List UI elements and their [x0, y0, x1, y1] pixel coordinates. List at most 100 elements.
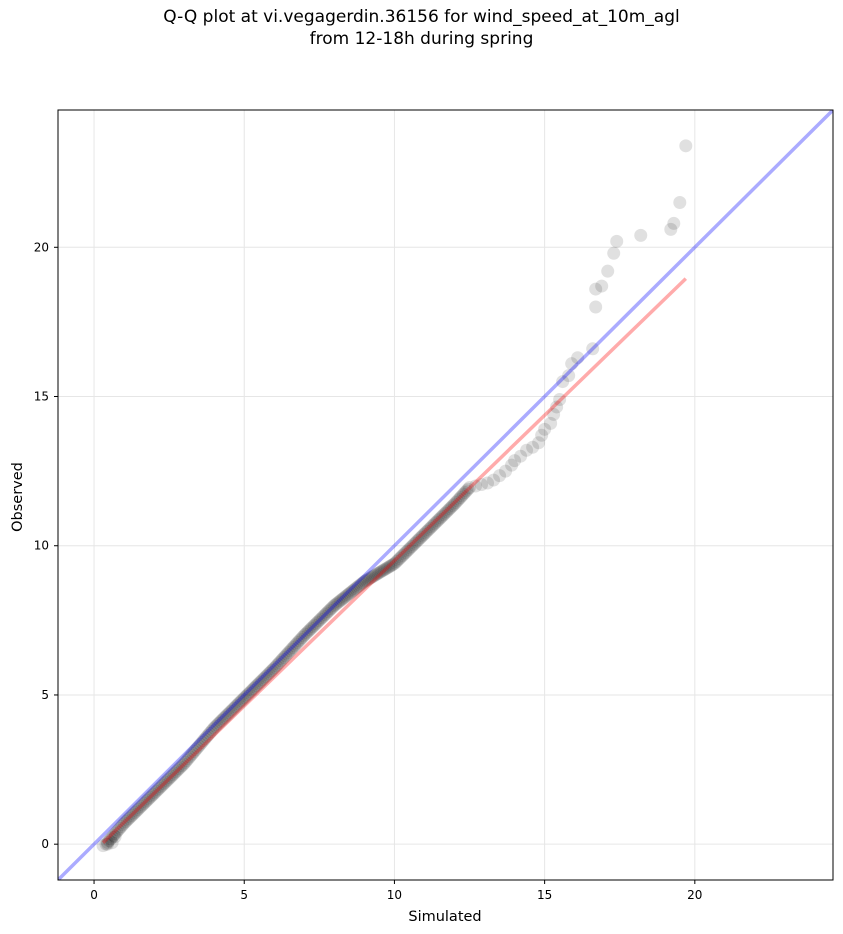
qq-point [303, 623, 317, 637]
grid-lines [58, 110, 833, 880]
qq-point [236, 692, 250, 706]
qq-point [198, 732, 212, 746]
qq-point [586, 342, 600, 356]
qq-point [317, 609, 331, 623]
qq-point [289, 637, 303, 651]
qq-point [120, 813, 134, 827]
qq-point [263, 665, 277, 679]
qq-point [157, 777, 171, 791]
qq-point [571, 351, 585, 365]
qq-point [101, 835, 115, 849]
qq-point [370, 567, 384, 581]
qq-point [125, 809, 139, 823]
qq-point [376, 564, 390, 578]
qq-point [415, 529, 429, 543]
qq-point [259, 670, 273, 684]
qq-point [199, 730, 213, 744]
chart-title: Q-Q plot at vi.vegagerdin.36156 for wind… [0, 6, 843, 50]
qq-point [104, 832, 118, 846]
qq-point [589, 300, 603, 314]
qq-point [386, 557, 400, 571]
qq-point [180, 754, 194, 768]
qq-point [399, 545, 413, 559]
qq-point [403, 541, 417, 555]
qq-point [373, 565, 387, 579]
qq-point [254, 674, 268, 688]
one-to-one-line [58, 110, 833, 880]
qq-point [240, 688, 254, 702]
qq-point [297, 629, 311, 643]
qq-point [101, 837, 115, 851]
qq-point [274, 654, 288, 668]
qq-point [222, 706, 236, 720]
qq-point [279, 649, 293, 663]
qq-point [408, 536, 422, 550]
qq-point [96, 839, 110, 853]
qq-point [565, 357, 579, 371]
qq-point [129, 804, 143, 818]
qq-point [140, 793, 154, 807]
qq-point [122, 812, 136, 826]
qq-point [481, 476, 495, 490]
qq-point [107, 828, 121, 842]
qq-point [148, 786, 162, 800]
qq-point [505, 458, 519, 472]
qq-point [332, 595, 346, 609]
qq-point [423, 521, 437, 535]
qq-point [463, 481, 477, 495]
qq-point [532, 436, 546, 450]
qq-point [380, 561, 394, 575]
qq-point [123, 810, 137, 824]
qq-point [321, 605, 335, 619]
x-axis-label: Simulated [408, 909, 481, 925]
qq-point [514, 449, 528, 463]
qq-point [160, 774, 174, 788]
qq-point [364, 571, 378, 585]
qq-point [336, 591, 350, 605]
y-tick-label: 5 [41, 688, 49, 702]
qq-point [207, 721, 221, 735]
x-tick-label: 10 [387, 888, 402, 902]
x-tick-label: 5 [240, 888, 248, 902]
qq-point [178, 755, 192, 769]
qq-point [145, 789, 159, 803]
qq-point [244, 685, 258, 699]
qq-point [350, 580, 364, 594]
qq-point [227, 701, 241, 715]
qq-point [251, 677, 265, 691]
qq-point [367, 569, 381, 583]
qq-point [169, 765, 183, 779]
qq-point [174, 760, 188, 774]
qq-point [400, 544, 414, 558]
y-tick-label: 10 [34, 539, 49, 553]
qq-point [184, 748, 198, 762]
qq-point [434, 511, 448, 525]
data-points [96, 139, 693, 853]
qq-point [562, 369, 576, 383]
qq-point [333, 594, 347, 608]
qq-point [535, 428, 549, 442]
qq-point [435, 509, 449, 523]
qq-point [172, 762, 186, 776]
qq-point [397, 547, 411, 561]
qq-point [213, 715, 227, 729]
qq-point [309, 617, 323, 631]
qq-point [371, 566, 385, 580]
qq-point [326, 600, 340, 614]
qq-point [379, 562, 393, 576]
qq-point [149, 784, 163, 798]
qq-point [283, 644, 297, 658]
qq-point [113, 821, 127, 835]
qq-point [114, 820, 128, 834]
qq-point [329, 597, 343, 611]
qq-point [253, 676, 267, 690]
qq-point [553, 392, 567, 406]
qq-point [110, 825, 124, 839]
qq-point [298, 627, 312, 641]
qq-point [426, 518, 440, 532]
qq-point [224, 704, 238, 718]
axis-ticks: 0 5 10 15 20 0 5 10 15 20 [34, 240, 703, 902]
qq-point [356, 576, 370, 590]
qq-point [248, 680, 262, 694]
qq-point [131, 802, 145, 816]
